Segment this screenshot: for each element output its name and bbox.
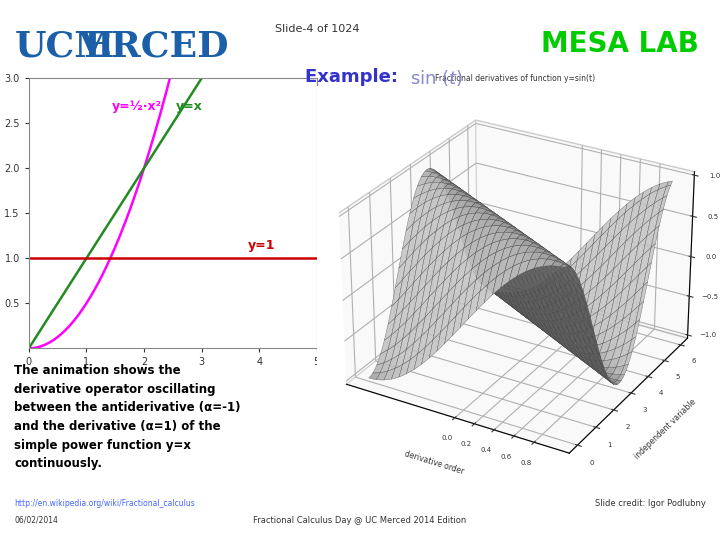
Text: y=1: y=1 xyxy=(248,239,275,252)
Text: Slide-4 of 1024: Slide-4 of 1024 xyxy=(274,24,359,35)
Title: Fractional derivatives of function y=sin(t): Fractional derivatives of function y=sin… xyxy=(435,75,595,83)
Text: ERCED: ERCED xyxy=(83,30,228,64)
Text: Fractional Calculus Day @ UC Merced 2014 Edition: Fractional Calculus Day @ UC Merced 2014… xyxy=(253,516,467,525)
Text: y=½·x²: y=½·x² xyxy=(112,100,163,113)
Text: 06/02/2014: 06/02/2014 xyxy=(14,516,58,525)
Text: UCM: UCM xyxy=(14,30,114,64)
Text: $\sin\,(t)$: $\sin\,(t)$ xyxy=(410,68,464,87)
Text: y=x: y=x xyxy=(176,100,202,113)
Text: http://en.wikipedia.org/wiki/Fractional_calculus: http://en.wikipedia.org/wiki/Fractional_… xyxy=(14,500,195,509)
X-axis label: derivative order: derivative order xyxy=(403,449,464,476)
Text: The animation shows the
derivative operator oscillating
between the antiderivati: The animation shows the derivative opera… xyxy=(14,364,241,470)
Text: Example:: Example: xyxy=(305,68,410,85)
Y-axis label: independent variable: independent variable xyxy=(633,397,698,461)
Text: Slide credit: Igor Podlubny: Slide credit: Igor Podlubny xyxy=(595,500,706,509)
Text: MESA LAB: MESA LAB xyxy=(541,30,698,58)
